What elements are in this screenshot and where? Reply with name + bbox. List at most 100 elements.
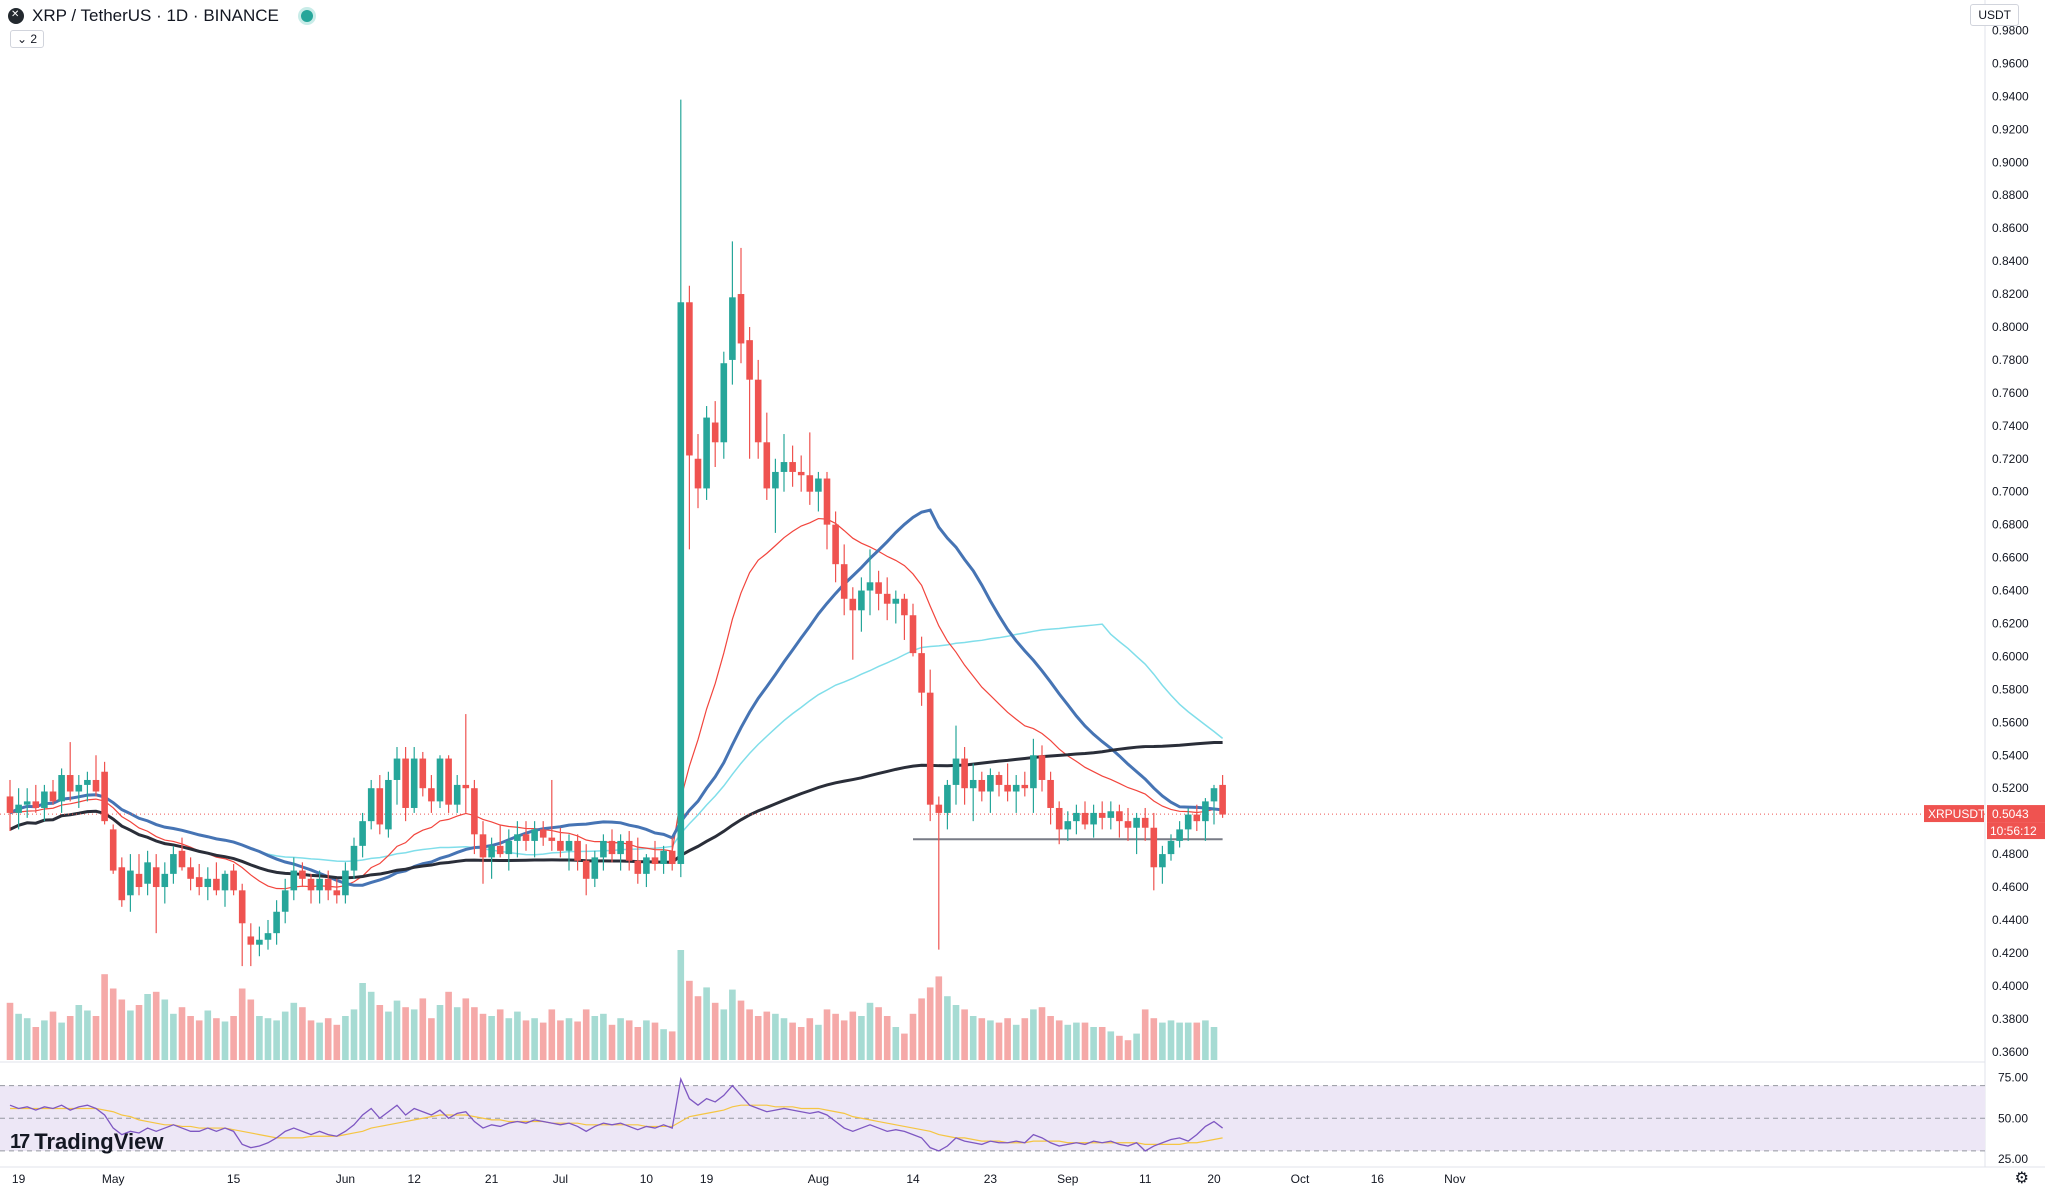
volume-bar xyxy=(247,999,255,1060)
price-tick-label: 0.4800 xyxy=(1992,847,2029,861)
candle-body xyxy=(1167,840,1175,855)
volume-bar xyxy=(213,1018,220,1060)
candle-body xyxy=(875,582,882,594)
candle-body xyxy=(109,829,117,871)
rsi-level-label: 50.00 xyxy=(1998,1111,2028,1125)
time-tick-label: 15 xyxy=(227,1172,241,1186)
volume-bar xyxy=(703,987,710,1060)
candle-body xyxy=(316,878,323,891)
candle-body xyxy=(1184,814,1192,830)
ma-cyan-line xyxy=(9,623,1224,863)
volume-bar xyxy=(238,988,246,1060)
candle-body xyxy=(694,458,702,489)
candle-body xyxy=(651,857,659,864)
volume-bar xyxy=(170,1013,177,1060)
candle-body xyxy=(49,791,57,802)
candle-body xyxy=(866,582,874,591)
volume-bar xyxy=(514,1011,521,1060)
candle-body xyxy=(273,911,280,934)
candle-body xyxy=(161,873,169,888)
volume-bar xyxy=(677,950,685,1060)
volume-bar xyxy=(789,1022,796,1060)
volume-bar xyxy=(557,1020,564,1060)
time-tick-label: 16 xyxy=(1371,1172,1385,1186)
candle-body xyxy=(419,758,427,789)
candle-body xyxy=(221,873,229,891)
time-tick-label: 21 xyxy=(485,1172,499,1186)
currency-button[interactable]: USDT xyxy=(1970,4,2019,26)
candle-body xyxy=(127,870,134,896)
candle-body xyxy=(187,867,194,879)
volume-bar xyxy=(350,1009,358,1060)
volume-bar xyxy=(127,1010,134,1060)
volume-bar xyxy=(152,991,160,1060)
volume-bar xyxy=(935,976,943,1060)
candle-body xyxy=(531,829,538,841)
candle-body xyxy=(367,788,375,822)
volume-bar xyxy=(643,1020,650,1060)
candle-body xyxy=(376,788,384,825)
volume-bar xyxy=(402,1007,409,1060)
tradingview-logo[interactable]: 17 TradingView xyxy=(10,1129,163,1155)
moving-averages xyxy=(9,508,1224,890)
volume-bar xyxy=(221,1021,229,1060)
volume-bar xyxy=(230,1016,237,1060)
price-tick-label: 0.3800 xyxy=(1992,1012,2029,1026)
time-tick-label: 19 xyxy=(700,1172,714,1186)
volume-bar xyxy=(393,1000,401,1060)
candle-body xyxy=(995,775,1003,785)
time-tick-label: 10 xyxy=(640,1172,654,1186)
volume-bar xyxy=(58,1022,65,1060)
volume-bar xyxy=(875,1007,882,1060)
ma-mid-line xyxy=(9,508,1223,887)
candle-body xyxy=(978,779,986,792)
candle-body xyxy=(290,870,298,891)
rsi-ma-line xyxy=(10,1104,1223,1145)
symbol-price-tag xyxy=(1924,805,1984,823)
volume-bar xyxy=(531,1018,538,1060)
volume-bar xyxy=(32,1027,40,1060)
volume-bar xyxy=(92,1016,100,1060)
candle-body xyxy=(23,801,31,805)
price-tick-label: 0.8200 xyxy=(1992,287,2029,301)
volume-bar xyxy=(195,1020,203,1060)
volume-bar xyxy=(823,1009,831,1060)
price-tick-label: 0.6600 xyxy=(1992,551,2029,565)
volume-bar xyxy=(66,1016,74,1060)
indicators-toggle-button[interactable]: ⌄ 2 xyxy=(10,30,45,48)
price-tick-label: 0.5600 xyxy=(1992,715,2029,729)
candle-body xyxy=(892,598,900,604)
candle-body xyxy=(1133,817,1140,828)
candle-body xyxy=(514,834,521,841)
volume-bar xyxy=(161,999,169,1060)
volume-bar xyxy=(815,1024,822,1060)
candle-body xyxy=(926,692,934,805)
volume-bar xyxy=(832,1013,839,1060)
candle-body xyxy=(1090,812,1097,825)
candle-body xyxy=(385,779,392,830)
candle-body xyxy=(230,870,237,891)
candle-body xyxy=(256,939,263,945)
price-tick-label: 0.7800 xyxy=(1992,353,2029,367)
candle-body xyxy=(617,840,624,855)
candle-body xyxy=(737,294,745,344)
price-tick-label: 0.4200 xyxy=(1992,946,2029,960)
volume-bar xyxy=(617,1018,624,1060)
symbol-header[interactable]: XRP / TetherUS · 1D · BINANCE xyxy=(8,6,313,26)
volume-bar xyxy=(1004,1018,1011,1060)
settings-gear-icon[interactable]: ⚙ xyxy=(2014,1170,2029,1187)
price-tick-label: 0.6200 xyxy=(1992,616,2029,630)
price-tick-label: 0.9800 xyxy=(1992,23,2029,37)
rsi-level-label: 25.00 xyxy=(1998,1152,2028,1166)
volume-bar xyxy=(651,1022,659,1060)
candle-body xyxy=(213,878,220,891)
volume-bar xyxy=(453,1007,461,1060)
symbol-tag-label: XRPUSDT xyxy=(1928,807,1986,821)
volume-bar xyxy=(264,1018,272,1060)
volume-bar xyxy=(1098,1027,1106,1060)
time-tick-label: Aug xyxy=(808,1172,829,1186)
volume-bar xyxy=(574,1021,581,1060)
volume-bar xyxy=(754,1016,762,1060)
price-tick-label: 0.7000 xyxy=(1992,485,2029,499)
